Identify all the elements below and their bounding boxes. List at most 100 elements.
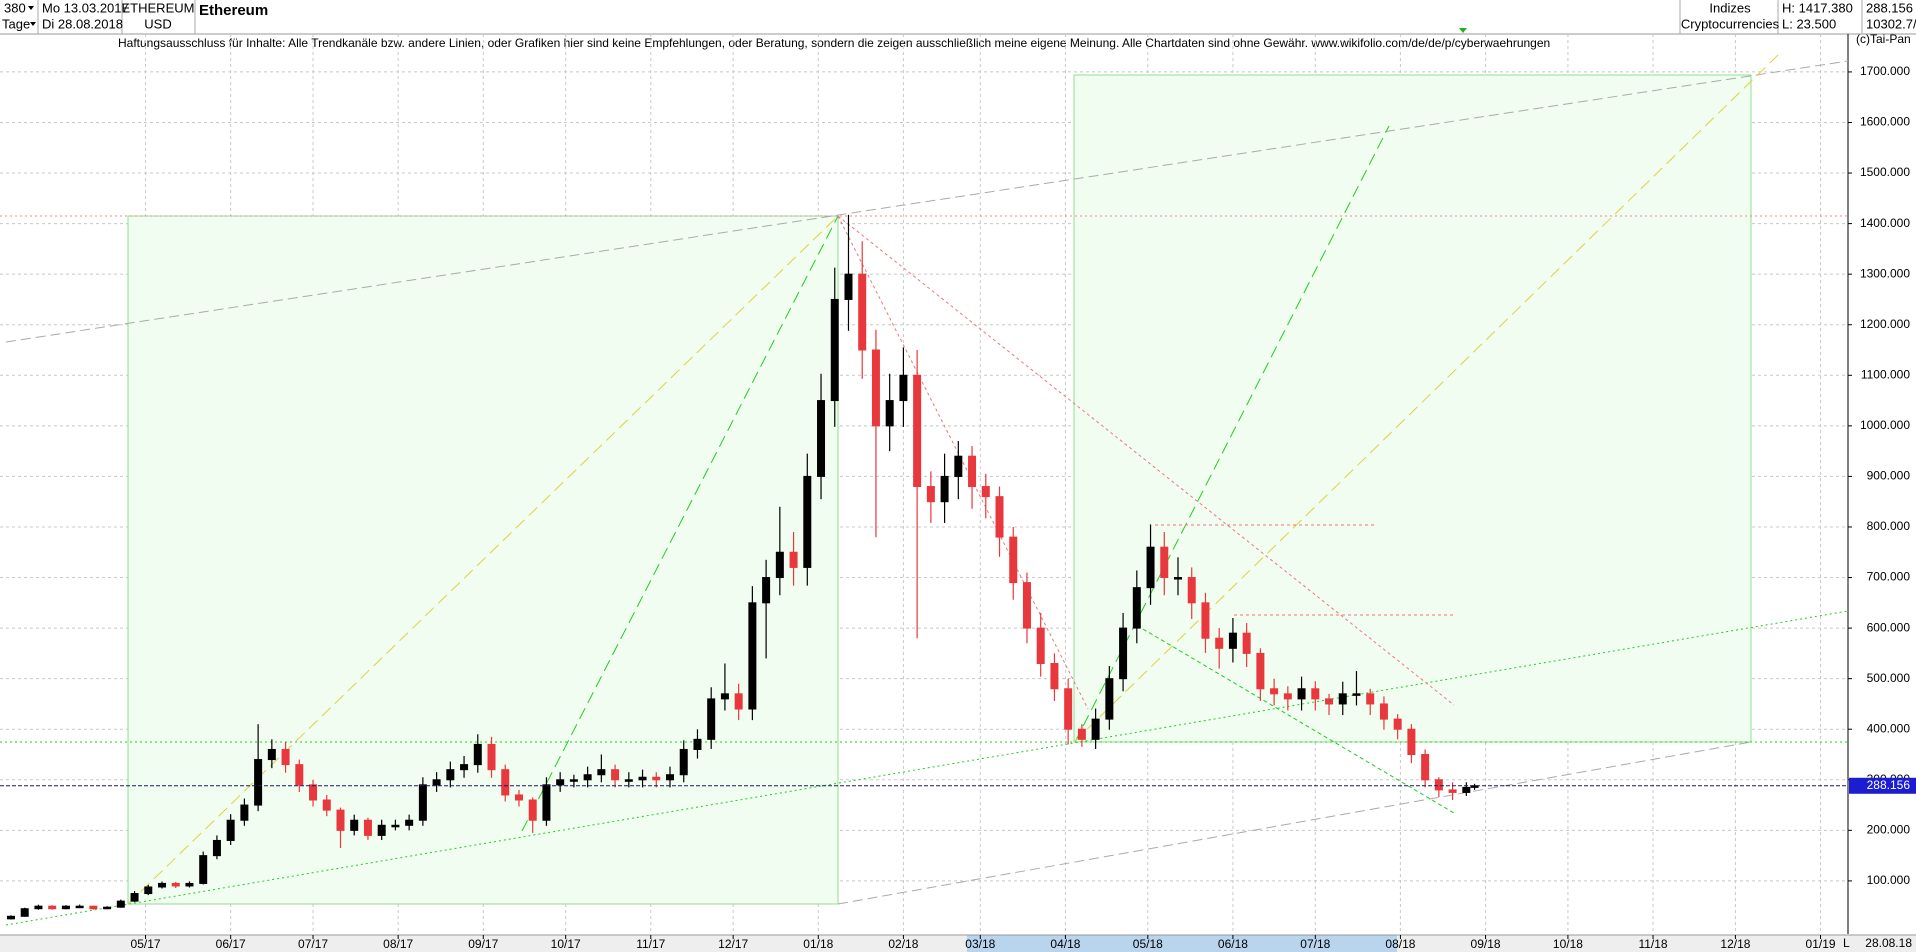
candle-body: [734, 693, 743, 710]
y-tick-label: 1700.000: [1860, 64, 1910, 78]
candle-body: [542, 784, 551, 821]
candle-body: [1421, 754, 1430, 781]
box: [1073, 74, 1752, 743]
candle-body: [885, 400, 894, 427]
candle-body: [803, 475, 812, 568]
last-price: 288.156: [1866, 0, 1913, 15]
candle-body: [61, 905, 70, 910]
x-tick-label: 06/18: [1218, 937, 1248, 951]
period[interactable]: Tage: [2, 16, 30, 31]
candle-body: [1146, 546, 1155, 589]
candle-body: [350, 819, 359, 831]
candle-body: [1091, 718, 1100, 740]
candles: [6, 214, 1479, 920]
candle-body: [583, 774, 592, 781]
candle-body: [212, 839, 221, 857]
candle-body: [130, 893, 139, 902]
x-tick-label: 07/18: [1300, 937, 1330, 951]
high: H: 1417.380: [1782, 0, 1853, 15]
copyright: (c)Tai-Pan: [1856, 32, 1911, 46]
candle-body: [487, 743, 496, 771]
candle-body: [1311, 688, 1320, 700]
candle-body: [377, 824, 386, 836]
trend-line: [1073, 54, 1779, 743]
symbol: ETHEREUM: [122, 0, 195, 15]
x-axis-band: [0, 935, 1916, 952]
y-tick-label: 1400.000: [1860, 216, 1910, 230]
dropdown-arrow[interactable]: [28, 6, 34, 10]
y-tick-label: 1000.000: [1860, 418, 1910, 432]
candle-body: [226, 819, 235, 841]
candle-body: [254, 759, 263, 806]
candle-body: [48, 905, 57, 910]
candle-body: [1407, 728, 1416, 756]
y-tick-label: 500.000: [1867, 671, 1911, 685]
candle-body: [1119, 627, 1128, 680]
candle-body: [1434, 779, 1443, 791]
x-tick-label: 05/18: [1133, 937, 1163, 951]
candle-body: [679, 748, 688, 776]
x-tick-label: 09/17: [468, 937, 498, 951]
x-tick-label: 01/19: [1806, 937, 1836, 951]
x-tick-label: 09/18: [1471, 937, 1501, 951]
x-tick-label: 06/17: [216, 937, 246, 951]
x-tick-label: 07/17: [298, 937, 328, 951]
subgroup: Cryptocurrencies: [1681, 16, 1780, 31]
candle-body: [1448, 789, 1457, 793]
candle-body: [171, 882, 180, 887]
x-tick-label: 02/18: [888, 937, 918, 951]
candle-body: [418, 784, 427, 821]
candle-body: [501, 769, 510, 796]
x-tick-label: 10/18: [1553, 937, 1583, 951]
candle-body: [762, 577, 771, 604]
interval[interactable]: 380: [4, 0, 26, 15]
trend-line: [1074, 125, 1390, 743]
candle-body: [1366, 693, 1375, 705]
candle-body: [981, 486, 990, 498]
candle-body: [405, 819, 414, 826]
x-tick-label: 01/18: [803, 937, 833, 951]
candle-body: [1036, 627, 1045, 664]
candle-body: [1283, 693, 1292, 700]
y-tick-label: 100.000: [1867, 873, 1911, 887]
price-tag: [1849, 777, 1916, 794]
candle-body: [830, 298, 839, 402]
candle-body: [185, 882, 194, 887]
y-tick-label: 900.000: [1867, 469, 1911, 483]
x-tick-label: 08/18: [1385, 937, 1415, 951]
candle-body: [926, 486, 935, 503]
candle-body: [597, 769, 606, 776]
candle-body: [1187, 577, 1196, 604]
candle-body: [34, 905, 43, 910]
candle-body: [473, 743, 482, 766]
end-date: Di 28.08.2018: [42, 16, 123, 31]
candle-body: [295, 764, 304, 786]
candle-body: [624, 779, 633, 782]
candle-body: [460, 764, 469, 771]
trend-line: [837, 215, 1089, 710]
candle-body: [1173, 577, 1182, 580]
trend-line: [127, 215, 839, 905]
candle-body: [1160, 546, 1169, 579]
candle-body: [968, 455, 977, 488]
y-tick-label: 1100.000: [1861, 367, 1910, 381]
analysis-overlay: [0, 54, 1849, 926]
candle-body: [158, 882, 167, 888]
candle-body: [1256, 652, 1265, 690]
candle-body: [899, 374, 908, 402]
group: Indizes: [1709, 0, 1751, 15]
candle-body: [844, 273, 853, 300]
x-tick-label: 12/18: [1720, 937, 1750, 951]
start-date: Mo 13.03.2017: [42, 0, 129, 15]
trend-line: [521, 215, 839, 832]
price-tag-label: 288.156: [1867, 778, 1911, 792]
x-tick-label: 08/17: [383, 937, 413, 951]
header-bar: [0, 0, 1916, 34]
candle-body: [1297, 688, 1306, 700]
candle-body: [940, 475, 949, 503]
candle-body: [1064, 688, 1073, 730]
candle-body: [1022, 582, 1031, 629]
trend-line: [5, 60, 1849, 343]
dropdown-arrow[interactable]: [30, 22, 36, 26]
